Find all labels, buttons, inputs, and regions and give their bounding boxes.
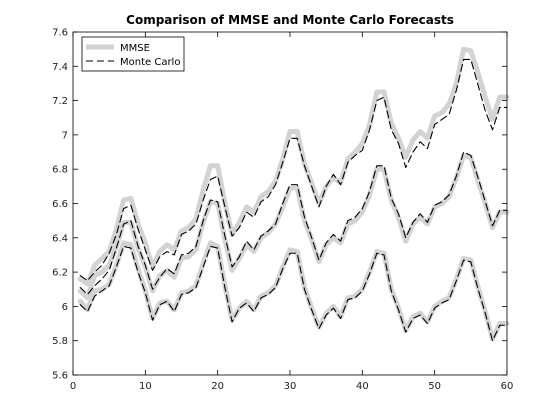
plot-area (77, 46, 510, 342)
y-tick-label: 5.8 (52, 336, 68, 347)
legend: MMSE Monte Carlo (81, 36, 185, 72)
mmse-line-middle (77, 152, 510, 301)
y-tick-label: 6.6 (52, 199, 68, 210)
x-tick-label: 60 (501, 381, 514, 392)
x-tick-label: 30 (284, 381, 297, 392)
monte-carlo-line-middle (79, 151, 508, 295)
monte-carlo-line-upper (79, 58, 508, 282)
chart-title: Comparison of MMSE and Monte Carlo Forec… (126, 13, 454, 27)
x-tick-label: 20 (211, 381, 224, 392)
x-tick-label: 50 (428, 381, 441, 392)
y-tick-label: 7.2 (52, 96, 68, 107)
y-tick-label: 5.6 (52, 371, 68, 382)
y-tick-label: 6.8 (52, 165, 68, 176)
legend-monte-carlo-label: Monte Carlo (120, 57, 180, 68)
axes: 0 10 20 30 40 50 60 5.6 5.8 6 6.2 6.4 6.6 6.8 7 7.2 7.4 7… (52, 28, 513, 393)
x-tick-label: 40 (356, 381, 369, 392)
x-tick-label: 0 (70, 381, 76, 392)
y-tick-label: 7 (62, 130, 68, 141)
monte-carlo-line-lower (79, 245, 508, 342)
mmse-line-upper (77, 46, 510, 287)
y-tick-label: 6.2 (52, 268, 68, 279)
mmse-line-lower (77, 240, 510, 342)
y-tick-label: 7.4 (52, 62, 68, 73)
y-tick-label: 6.4 (52, 233, 68, 244)
legend-box (81, 36, 185, 72)
legend-mmse-label: MMSE (120, 43, 150, 54)
y-tick-label: 7.6 (52, 28, 68, 39)
y-tick-label: 6 (62, 302, 68, 313)
x-tick-label: 10 (139, 381, 152, 392)
